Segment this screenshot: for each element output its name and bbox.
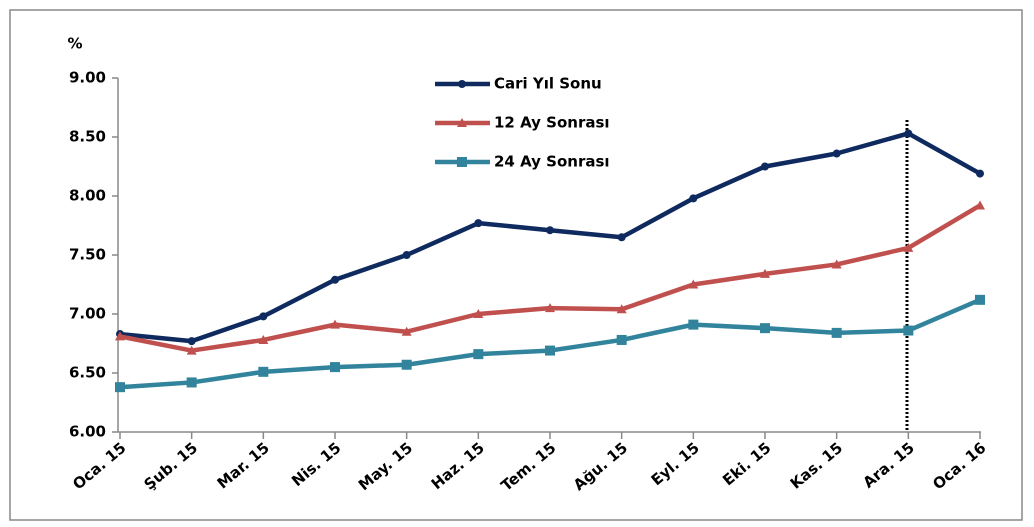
point <box>616 334 627 345</box>
y-tick-label: 6.50 <box>69 364 106 382</box>
y-tick-label: 8.00 <box>69 187 106 205</box>
point <box>330 319 340 329</box>
point <box>473 349 484 360</box>
point <box>473 309 484 318</box>
point <box>689 194 698 203</box>
point <box>975 294 985 305</box>
point <box>401 326 412 336</box>
point <box>458 80 466 88</box>
point <box>545 345 555 356</box>
y-tick-label: 9.00 <box>69 69 106 87</box>
point <box>258 366 269 377</box>
point <box>617 233 626 242</box>
point <box>457 118 467 127</box>
point <box>904 129 913 138</box>
point <box>258 334 269 344</box>
point <box>330 362 340 373</box>
point <box>259 312 268 321</box>
point <box>186 345 197 355</box>
point <box>457 157 467 167</box>
point <box>903 242 914 252</box>
point <box>760 323 770 334</box>
y-tick-label: 7.00 <box>69 305 106 323</box>
point <box>115 331 125 341</box>
point <box>831 259 842 269</box>
point <box>688 279 699 289</box>
legend-label: 12 Ay Sonrası <box>494 114 610 132</box>
point <box>115 382 125 393</box>
y-tick-label: 8.50 <box>69 128 106 146</box>
point <box>401 359 412 370</box>
point <box>186 377 197 388</box>
point <box>975 200 985 210</box>
point <box>831 327 842 338</box>
point <box>331 275 339 284</box>
y-tick-label: 6.00 <box>69 423 106 441</box>
point <box>546 226 554 235</box>
point <box>402 251 411 259</box>
point <box>688 319 699 330</box>
point <box>545 303 555 313</box>
chart-frame <box>9 9 1023 521</box>
point <box>903 325 914 336</box>
point <box>616 304 627 314</box>
y-tick-label: 7.50 <box>69 246 106 264</box>
point <box>761 162 769 171</box>
legend-label: Cari Yıl Sonu <box>494 75 602 93</box>
point <box>976 169 984 178</box>
legend-label: 24 Ay Sonrası <box>494 153 610 171</box>
point <box>832 149 841 158</box>
point <box>474 219 483 228</box>
point <box>760 268 770 278</box>
point <box>187 337 196 346</box>
y-axis-label: % <box>67 35 82 53</box>
